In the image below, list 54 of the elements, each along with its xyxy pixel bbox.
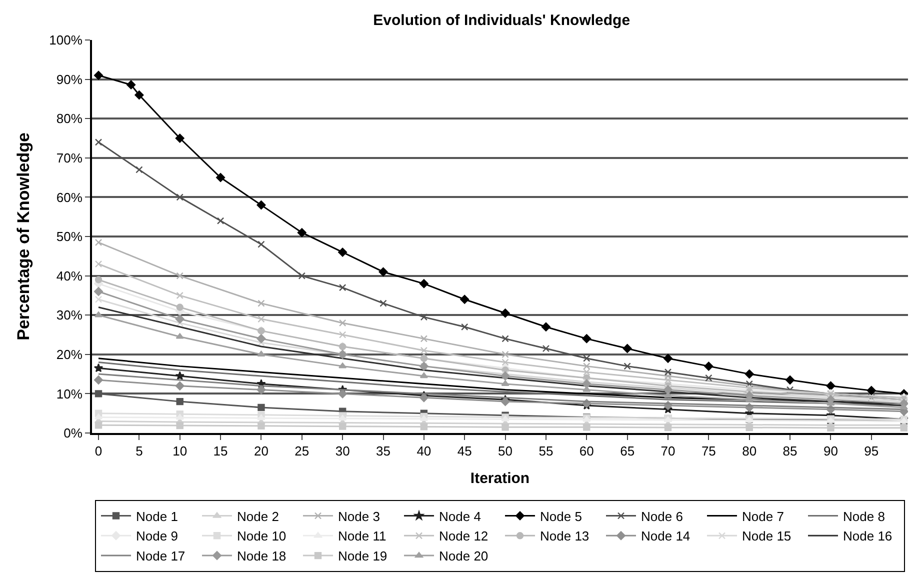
- y-tick-label: 20%: [56, 346, 83, 362]
- legend-label: Node 12: [439, 528, 488, 544]
- x-tick-label: 95: [864, 444, 879, 459]
- y-tick-label: 10%: [56, 386, 83, 402]
- legend-label: Node 5: [540, 508, 582, 524]
- y-axis-title: Percentage of Knowledge: [14, 132, 34, 340]
- y-tick-label: 80%: [56, 111, 83, 126]
- y-tick-label: 90%: [56, 72, 83, 87]
- x-tick-label: 25: [294, 444, 310, 459]
- x-tick-label: 40: [416, 444, 432, 459]
- y-tick-label: 100%: [49, 32, 83, 48]
- y-tick-label: 60%: [56, 190, 83, 205]
- x-tick-label: 45: [457, 444, 472, 459]
- x-tick-label: 50: [498, 444, 513, 459]
- legend-label: Node 8: [843, 508, 885, 524]
- legend-label: Node 11: [338, 528, 386, 544]
- x-tick-label: 0: [94, 444, 102, 459]
- x-tick-label: 60: [579, 444, 594, 459]
- legend-label: Node 4: [439, 508, 481, 524]
- legend-label: Node 1: [136, 508, 178, 524]
- x-tick-label: 15: [213, 444, 228, 459]
- x-tick-label: 80: [742, 444, 757, 459]
- y-tick-label: 30%: [56, 308, 83, 323]
- legend-label: Node 19: [338, 548, 388, 564]
- x-axis-title: Iteration: [470, 470, 530, 488]
- y-tick-label: 40%: [56, 268, 83, 284]
- x-tick-label: 5: [136, 444, 143, 459]
- x-tick-label: 30: [335, 444, 350, 459]
- legend-label: Node 10: [237, 528, 286, 544]
- legend-label: Node 3: [338, 508, 380, 524]
- legend-label: Node 7: [742, 508, 784, 524]
- legend-label: Node 13: [540, 528, 590, 544]
- x-tick-label: 55: [538, 444, 554, 459]
- legend-label: Node 9: [136, 528, 178, 544]
- legend-label: Node 16: [843, 528, 892, 544]
- legend-label: Node 20: [439, 548, 488, 564]
- x-tick-label: 85: [782, 444, 798, 459]
- legend-label: Node 14: [641, 528, 690, 544]
- x-tick-label: 10: [172, 444, 188, 459]
- y-tick-label: 50%: [56, 229, 83, 244]
- y-tick-label: 70%: [56, 150, 83, 166]
- legend-label: Node 17: [136, 548, 186, 564]
- x-tick-label: 20: [254, 444, 268, 459]
- x-tick-label: 75: [701, 444, 716, 459]
- y-tick-label: 0%: [64, 426, 83, 441]
- legend-label: Node 2: [237, 508, 279, 524]
- x-tick-label: 90: [823, 444, 838, 459]
- x-tick-label: 70: [660, 444, 676, 459]
- legend-label: Node 6: [641, 508, 683, 524]
- chart-title: Evolution of Individuals' Knowledge: [373, 12, 630, 30]
- legend-label: Node 18: [237, 548, 286, 564]
- legend-label: Node 15: [742, 528, 792, 544]
- x-tick-label: 65: [620, 444, 635, 459]
- x-tick-label: 35: [376, 444, 390, 459]
